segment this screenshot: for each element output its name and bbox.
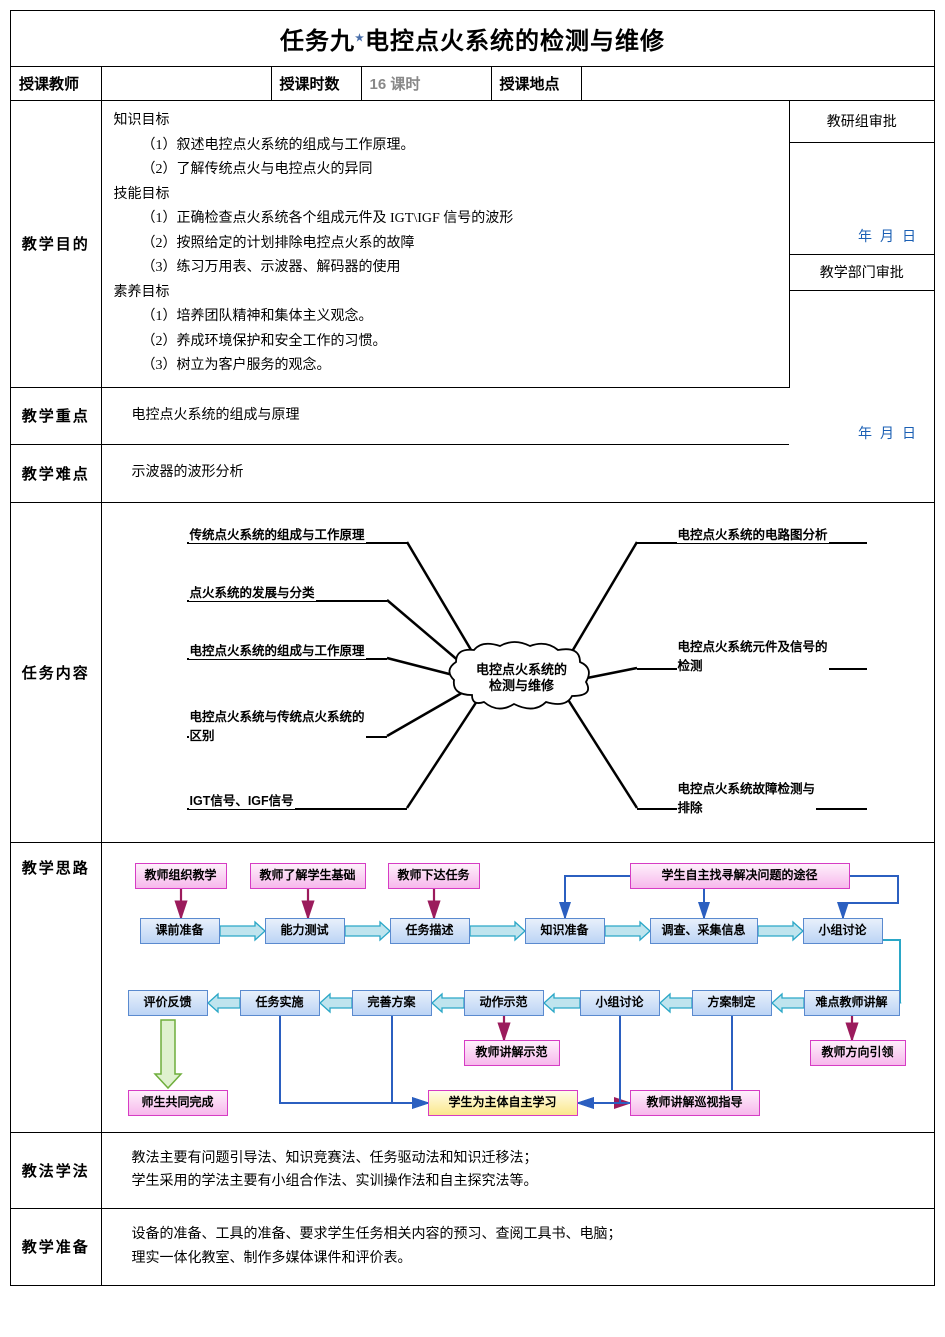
flow-node-b4: 动作示范 bbox=[464, 990, 544, 1016]
knowledge-2: （2）了解传统点火与电控点火的异同 bbox=[114, 158, 777, 183]
title-right: 电控点火系统的检测与维修 bbox=[365, 28, 665, 55]
page-title: 任务九★电控点火系统的检测与维修 bbox=[11, 21, 934, 56]
flow-node-b1: 评价反馈 bbox=[128, 990, 208, 1016]
flow-node-p2: 教师方向引领 bbox=[810, 1040, 906, 1066]
objectives-label: 教学目的 bbox=[11, 101, 101, 387]
flowchart-connectors bbox=[110, 855, 927, 1120]
title-left: 任务九 bbox=[280, 28, 355, 55]
preparation-label: 教学准备 bbox=[11, 1209, 101, 1285]
focus-label: 教学重点 bbox=[11, 387, 101, 445]
branch-r2: 电控点火系统元件及信号的 检测 bbox=[677, 636, 829, 674]
flow-node-m4: 知识准备 bbox=[525, 918, 605, 944]
flow-node-m2: 能力测试 bbox=[265, 918, 345, 944]
quality-3: （3）树立为客户服务的观念。 bbox=[114, 354, 777, 379]
flow-node-n3: 教师下达任务 bbox=[388, 863, 480, 889]
methods-line-2: 学生采用的学法主要有小组合作法、实训操作法和自主探究法等。 bbox=[132, 1170, 905, 1194]
approval-date-1: 年月日 bbox=[854, 220, 934, 252]
flowchart-label: 教学思路 bbox=[11, 842, 101, 1132]
flow-node-f1: 师生共同完成 bbox=[128, 1090, 228, 1116]
hours-label: 授课时数 bbox=[271, 67, 361, 101]
methods-content: 教法主要有问题引导法、知识竞赛法、任务驱动法和知识迁移法； 学生采用的学法主要有… bbox=[101, 1132, 934, 1209]
flow-node-b6: 方案制定 bbox=[692, 990, 772, 1016]
mindmap-diagram: 电控点火系统的 检测与维修 传统点火系统的组成与工作原理 点火系统的发展与分类 … bbox=[117, 518, 920, 827]
branch-r3: 电控点火系统故障检测与 排除 bbox=[677, 778, 817, 816]
teacher-value bbox=[101, 67, 271, 101]
flowchart-diagram: 教师组织教学教师了解学生基础教师下达任务 学生自主找寻解决问题的途径课前准备 能力测… bbox=[110, 855, 927, 1120]
objectives-table: 教学目的 知识目标 （1）叙述电控点火系统的组成与工作原理。 （2）了解传统点火… bbox=[11, 101, 934, 1285]
mindmap-center-text: 电控点火系统的 检测与维修 bbox=[452, 662, 592, 696]
location-value bbox=[581, 67, 934, 101]
location-label: 授课地点 bbox=[491, 67, 581, 101]
hours-value: 16 课时 bbox=[361, 67, 491, 101]
quality-heading: 素养目标 bbox=[114, 281, 777, 306]
flow-node-n4: 学生自主找寻解决问题的途径 bbox=[630, 863, 850, 889]
quality-2: （2）养成环境保护和安全工作的习惯。 bbox=[114, 330, 777, 355]
skill-2: （2）按照给定的计划排除电控点火系的故障 bbox=[114, 232, 777, 257]
approval-date-2: 年月日 bbox=[854, 417, 934, 449]
flow-node-f2: 学生为主体自主学习 bbox=[428, 1090, 578, 1116]
approval-column: 教研组审批 年月日 教学部门审批 年月日 bbox=[789, 101, 934, 502]
difficulty-label: 教学难点 bbox=[11, 445, 101, 503]
skill-1: （1）正确检查点火系统各个组成元件及 IGT\IGF 信号的波形 bbox=[114, 207, 777, 232]
flow-node-m1: 课前准备 bbox=[140, 918, 220, 944]
branch-r1: 电控点火系统的电路图分析 bbox=[677, 524, 829, 543]
preparation-line-1: 设备的准备、工具的准备、要求学生任务相关内容的预习、查阅工具书、电脑； bbox=[132, 1223, 905, 1247]
branch-l1: 传统点火系统的组成与工作原理 bbox=[189, 524, 366, 543]
difficulty-text: 示波器的波形分析 bbox=[101, 445, 789, 503]
skill-heading: 技能目标 bbox=[114, 183, 777, 208]
knowledge-heading: 知识目标 bbox=[114, 109, 777, 134]
lesson-plan-page: 任务九★电控点火系统的检测与维修 授课教师 授课时数 16 课时 授课地点 教学… bbox=[10, 10, 935, 1286]
preparation-content: 设备的准备、工具的准备、要求学生任务相关内容的预习、查阅工具书、电脑； 理实一体… bbox=[101, 1209, 934, 1285]
flow-node-m6: 小组讨论 bbox=[803, 918, 883, 944]
branch-l2: 点火系统的发展与分类 bbox=[189, 582, 316, 601]
mindmap-cell: 电控点火系统的 检测与维修 传统点火系统的组成与工作原理 点火系统的发展与分类 … bbox=[101, 502, 934, 842]
approval-box-2: 教学部门审批 bbox=[790, 255, 935, 291]
preparation-line-2: 理实一体化教室、制作多媒体课件和评价表。 bbox=[132, 1247, 905, 1271]
approval-box-1: 教研组审批 bbox=[790, 101, 935, 143]
flow-node-m3: 任务描述 bbox=[390, 918, 470, 944]
quality-1: （1）培养团队精神和集体主义观念。 bbox=[114, 305, 777, 330]
branch-l4: 电控点火系统与传统点火系统的 区别 bbox=[189, 706, 366, 744]
teacher-label: 授课教师 bbox=[11, 67, 101, 101]
mindmap-center: 电控点火系统的 检测与维修 bbox=[452, 648, 592, 706]
flow-node-b3: 完善方案 bbox=[352, 990, 432, 1016]
flow-node-p1: 教师讲解示范 bbox=[464, 1040, 560, 1066]
flow-node-n1: 教师组织教学 bbox=[135, 863, 227, 889]
branch-l3: 电控点火系统的组成与工作原理 bbox=[189, 640, 366, 659]
mindmap-label: 任务内容 bbox=[11, 502, 101, 842]
flow-node-n2: 教师了解学生基础 bbox=[250, 863, 366, 889]
branch-l5: IGT信号、IGF信号 bbox=[189, 790, 295, 809]
methods-label: 教法学法 bbox=[11, 1132, 101, 1209]
tiny-decor: ★ bbox=[355, 33, 365, 44]
flow-node-b7: 难点教师讲解 bbox=[804, 990, 900, 1016]
flow-node-f3: 教师讲解巡视指导 bbox=[630, 1090, 760, 1116]
flow-node-m5: 调查、采集信息 bbox=[650, 918, 758, 944]
skill-3: （3）练习万用表、示波器、解码器的使用 bbox=[114, 256, 777, 281]
methods-line-1: 教法主要有问题引导法、知识竞赛法、任务驱动法和知识迁移法； bbox=[132, 1147, 905, 1171]
focus-text: 电控点火系统的组成与原理 bbox=[101, 387, 789, 445]
flowchart-cell: 教师组织教学教师了解学生基础教师下达任务 学生自主找寻解决问题的途径课前准备 能力测… bbox=[101, 842, 934, 1132]
flow-node-b5: 小组讨论 bbox=[580, 990, 660, 1016]
info-table: 授课教师 授课时数 16 课时 授课地点 bbox=[11, 67, 934, 101]
title-row: 任务九★电控点火系统的检测与维修 bbox=[11, 11, 934, 67]
flow-node-b2: 任务实施 bbox=[240, 990, 320, 1016]
knowledge-1: （1）叙述电控点火系统的组成与工作原理。 bbox=[114, 134, 777, 159]
objectives-content: 知识目标 （1）叙述电控点火系统的组成与工作原理。 （2）了解传统点火与电控点火… bbox=[101, 101, 789, 387]
